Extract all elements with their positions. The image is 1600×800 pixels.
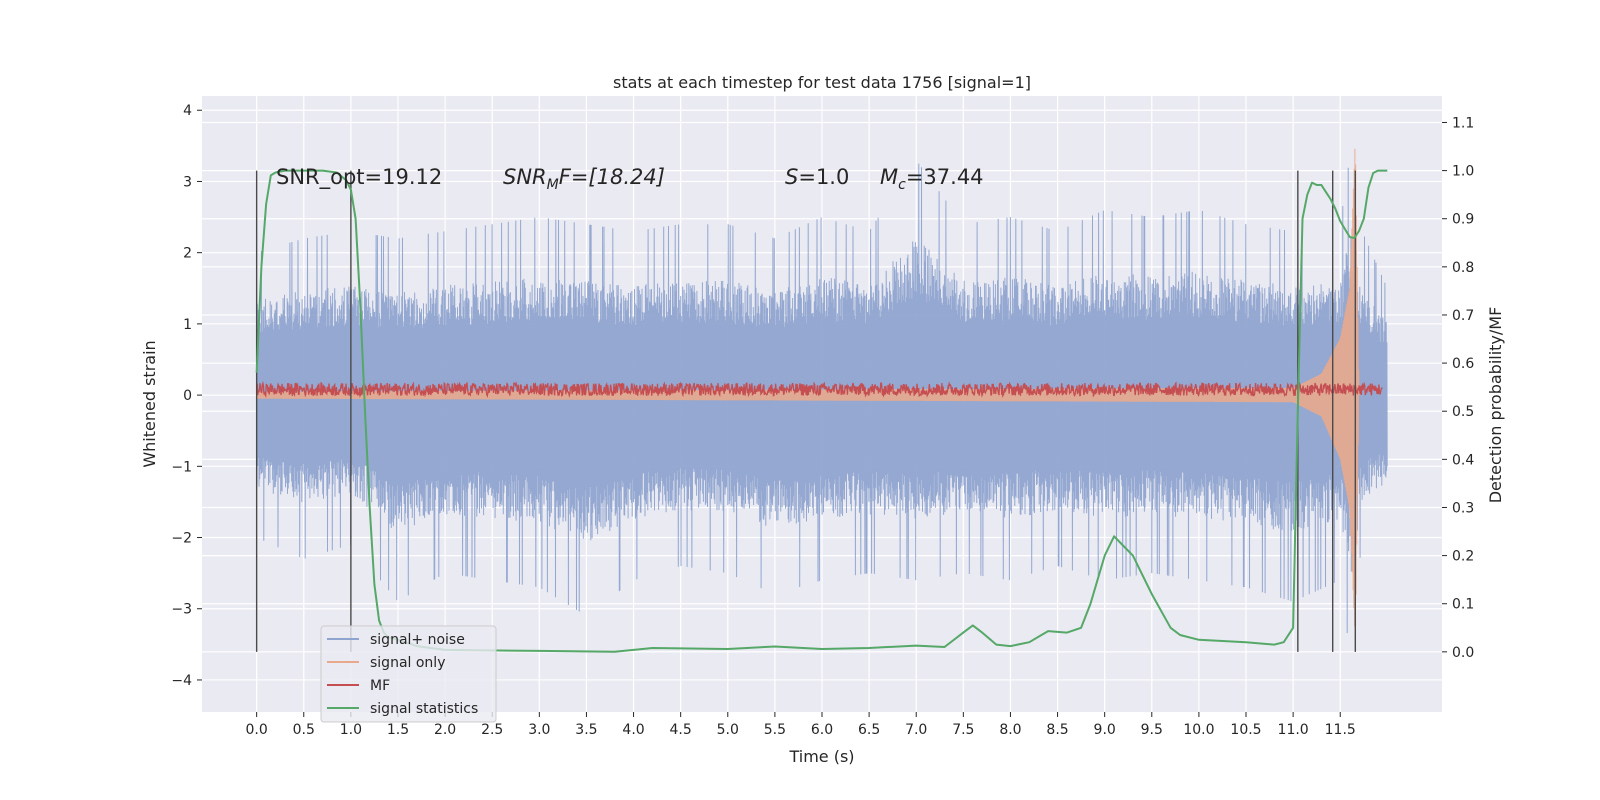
- x-tick-label: 6.5: [858, 722, 880, 738]
- x-tick-label: 10.5: [1230, 722, 1261, 738]
- mf-layer: [256, 380, 1383, 399]
- y2-tick-label: 0.0: [1452, 645, 1474, 661]
- mc-main: M: [880, 165, 898, 189]
- y2-tick-label: 0.7: [1452, 308, 1474, 324]
- stat-layer: [255, 169, 1388, 653]
- x-tick-label: 1.5: [387, 722, 409, 738]
- y2-tick-label: 0.1: [1452, 597, 1474, 613]
- legend-label-signal-statistics: signal statistics: [370, 701, 478, 717]
- y2-tick-label: 0.4: [1452, 452, 1474, 468]
- s-annotation: S=1.0: [785, 165, 849, 189]
- y2-tick-label: 0.9: [1452, 212, 1474, 228]
- y2-tick-label: 0.3: [1452, 500, 1474, 516]
- mc-sub: c: [898, 177, 906, 193]
- snr-mf-rest: F=[18.24]: [559, 165, 665, 189]
- s-rest: =1.0: [798, 165, 849, 189]
- y-tick-label: 0: [183, 388, 192, 404]
- legend-label-signal-only: signal only: [370, 655, 445, 671]
- y2-tick-label: 0.5: [1452, 404, 1474, 420]
- x-tick-label: 2.0: [434, 722, 456, 738]
- snr-opt-annotation: SNR_opt=19.12: [276, 165, 442, 190]
- y-tick-label: 4: [183, 103, 192, 119]
- y2-tick-label: 1.1: [1452, 115, 1474, 131]
- y2-axis-label: Detection probability/MF: [1486, 307, 1505, 504]
- x-tick-label: 1.0: [340, 722, 362, 738]
- y-tick-label: −2: [171, 531, 192, 547]
- x-tick-label: 0.0: [246, 722, 268, 738]
- mc-annotation: Mc=37.44: [880, 165, 984, 193]
- x-tick-label: 3.5: [575, 722, 597, 738]
- snr-mf-annotation: SNRMF=[18.24]: [503, 165, 665, 193]
- y2-tick-label: 0.6: [1452, 356, 1474, 372]
- x-tick-label: 4.0: [622, 722, 644, 738]
- legend-label-signal-noise: signal+ noise: [370, 632, 465, 648]
- snr-mf-main: SNR: [503, 165, 547, 189]
- s-main: S: [785, 165, 798, 189]
- x-tick-label: 7.0: [905, 722, 927, 738]
- x-tick-label: 3.0: [528, 722, 550, 738]
- x-tick-label: 6.0: [811, 722, 833, 738]
- x-tick-label: 11.5: [1325, 722, 1356, 738]
- series-mf-line: [256, 380, 1383, 399]
- x-tick-label: 9.5: [1141, 722, 1163, 738]
- y-tick-label: 3: [183, 174, 192, 190]
- mc-rest: =37.44: [906, 165, 984, 189]
- y2-tick-label: 1.0: [1452, 164, 1474, 180]
- chart-title: stats at each timestep for test data 175…: [613, 73, 1031, 92]
- x-tick-label: 5.5: [764, 722, 786, 738]
- x-tick-label: 9.0: [1094, 722, 1116, 738]
- legend-box: [320, 625, 497, 723]
- x-tick-label: 11.0: [1278, 722, 1309, 738]
- y-tick-label: −3: [171, 602, 192, 618]
- x-tick-label: 5.0: [717, 722, 739, 738]
- x-tick-label: 10.0: [1183, 722, 1214, 738]
- y2-tick-label: 0.8: [1452, 260, 1474, 276]
- x-tick-label: 2.5: [481, 722, 503, 738]
- x-tick-label: 7.5: [952, 722, 974, 738]
- legend-label-mf: MF: [370, 678, 390, 694]
- x-tick-label: 4.5: [670, 722, 692, 738]
- snr-mf-sub: M: [547, 177, 559, 193]
- tick-layer: 0.0 0.5 1.0 1.5 2.0 2.5 3.0 3.5 4.0 4.5 5.0 5.5 6.0 6…: [171, 103, 1474, 738]
- y-tick-label: −1: [171, 459, 192, 475]
- y-tick-label: 2: [183, 246, 192, 262]
- y-axis-label: Whitened strain: [140, 340, 159, 467]
- y-tick-label: 1: [183, 317, 192, 333]
- x-tick-label: 8.0: [999, 722, 1021, 738]
- x-axis-label: Time (s): [788, 747, 854, 766]
- y2-tick-label: 0.2: [1452, 549, 1474, 565]
- x-tick-label: 8.5: [1046, 722, 1068, 738]
- series-signal-statistics-line: [255, 169, 1388, 653]
- x-tick-label: 0.5: [293, 722, 315, 738]
- legend: signal+ noise signal only MF signal stat…: [320, 625, 497, 723]
- y-tick-label: −4: [171, 673, 192, 689]
